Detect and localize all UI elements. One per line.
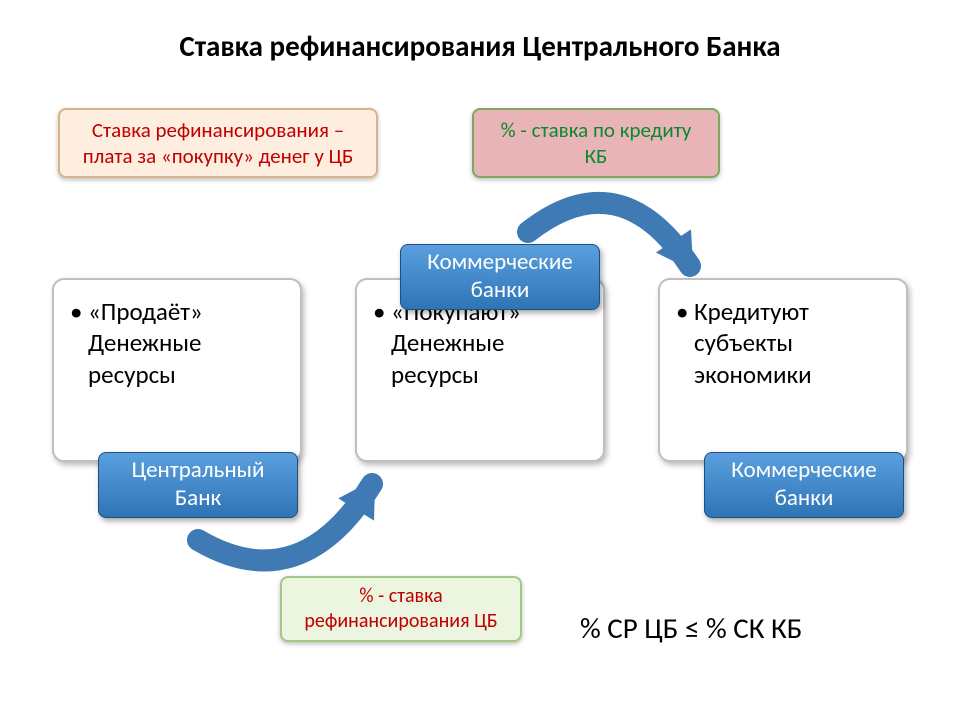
badge-commercial-banks-top: Коммерческие банки	[400, 244, 600, 310]
card-commercial-lend: Кредитуют субъекты экономики	[658, 278, 908, 462]
badge-line: Центральный	[132, 456, 265, 484]
card-bullet: «Покупают» Денежные ресурсы	[369, 296, 591, 390]
card-central-bank-sells: «Продаёт» Денежные ресурсы	[52, 278, 302, 462]
badge-line: Банк	[175, 484, 221, 512]
badge-central-bank: Центральный Банк	[98, 452, 298, 518]
badge-line: Коммерческие	[731, 456, 876, 484]
badge-line: Коммерческие	[427, 248, 572, 276]
card-bullet: Кредитуют субъекты экономики	[672, 296, 894, 390]
diagram-stage: Ставка рефинансирования Центрального Бан…	[0, 0, 960, 720]
card-bullet: «Продаёт» Денежные ресурсы	[66, 296, 288, 390]
badge-line: банки	[471, 276, 530, 304]
badge-commercial-banks-bottom: Коммерческие банки	[704, 452, 904, 518]
formula-text: % СР ЦБ ≤ % СК КБ	[580, 610, 802, 646]
badge-line: банки	[775, 484, 834, 512]
